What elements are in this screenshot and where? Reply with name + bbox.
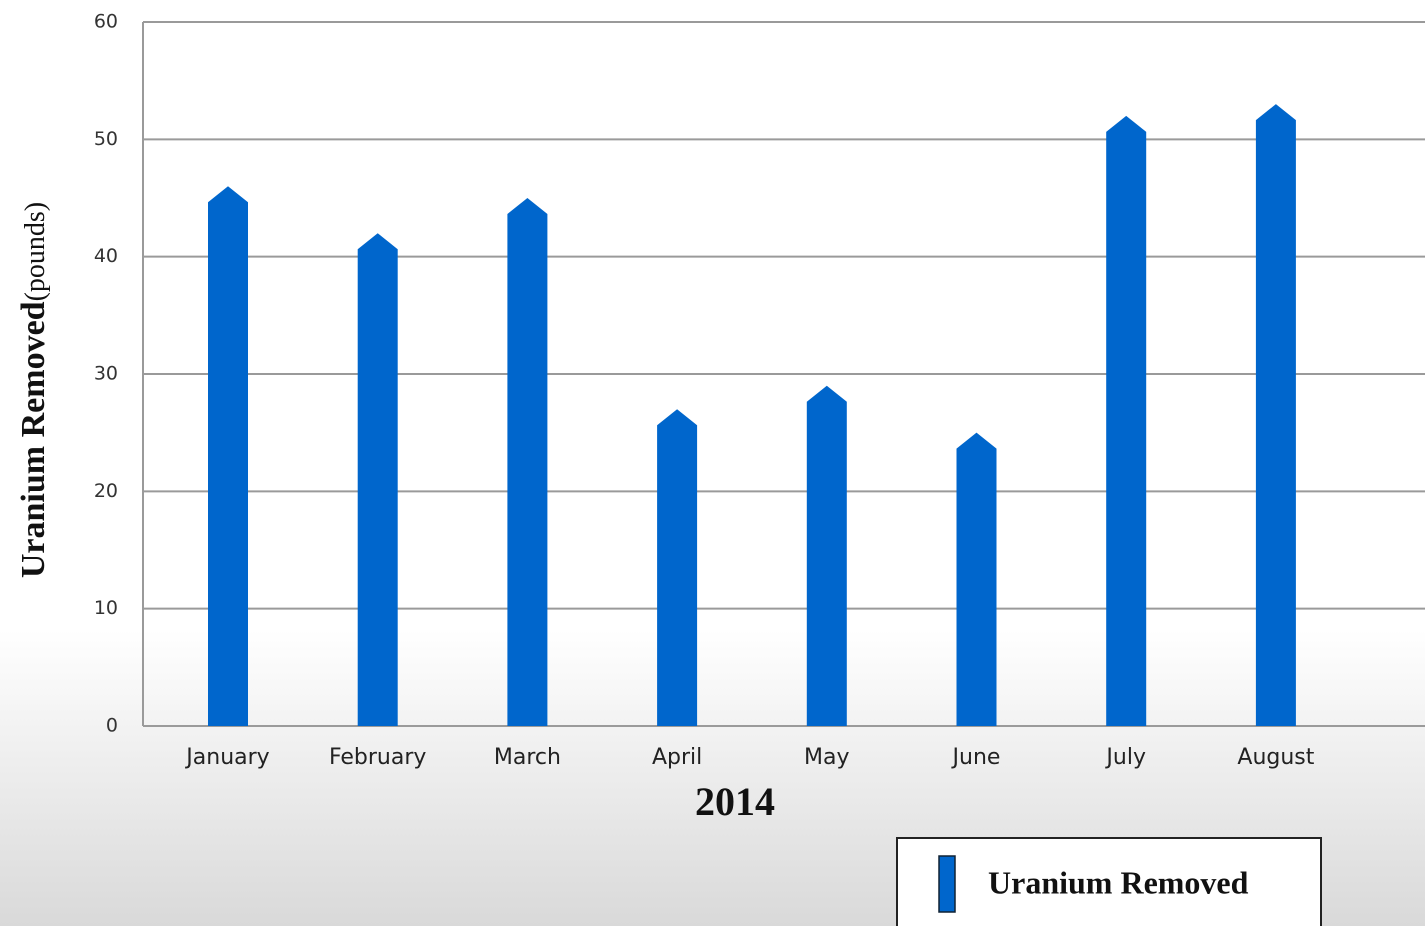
x-tick-label: February [329,745,427,770]
legend-swatch [938,855,956,913]
y-tick-label: 10 [94,597,118,619]
y-tick-label: 20 [94,480,118,502]
x-tick-label: July [1104,745,1146,770]
bar [208,186,248,726]
y-axis-title: Uranium Removed(pounds) [15,202,52,578]
y-tick-label: 60 [94,11,118,33]
bar [657,409,698,726]
x-tick-label: March [494,745,561,770]
y-axis-label: Uranium Removed(pounds) [15,202,52,578]
bar [507,198,548,726]
x-axis-title: 2014 [695,779,775,824]
bar [1255,104,1296,727]
y-tick-label: 0 [106,715,118,737]
x-tick-label: May [804,745,849,770]
legend-box [896,837,1322,926]
y-tick-label: 40 [94,245,118,267]
y-tick-label: 50 [94,128,118,150]
legend-label: Uranium Removed [988,864,1249,900]
y-label-main: Uranium Removed [15,301,52,578]
x-tick-label: June [951,745,1001,770]
bar [956,432,997,726]
bar [1106,115,1147,726]
y-label-unit: (pounds) [20,202,51,302]
x-tick-label: January [184,745,269,770]
x-tick-label: August [1237,745,1314,770]
bar [357,233,398,726]
bar [806,385,847,726]
y-tick-label: 30 [94,363,118,385]
x-tick-label: April [652,745,702,770]
